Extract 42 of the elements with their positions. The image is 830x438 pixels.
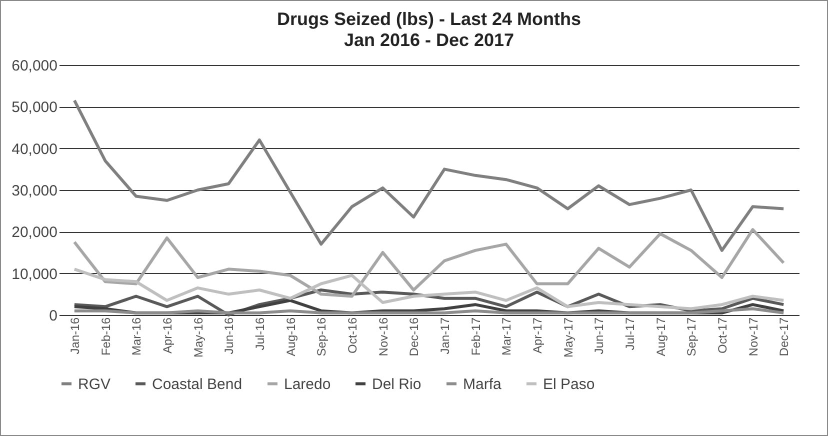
- y-tick-label: 40,000: [12, 140, 58, 158]
- x-tick-label: Feb-16: [98, 317, 113, 356]
- x-tick-label: Dec-17: [777, 317, 792, 356]
- y-tick-label: 0: [49, 308, 58, 324]
- y-tick-label: 10,000: [12, 266, 58, 283]
- x-tick-label: Aug-16: [284, 317, 298, 356]
- line-series: [72, 268, 786, 310]
- legend-label: Marfa: [463, 376, 502, 393]
- x-tick-label: Jul-16: [252, 317, 267, 350]
- x-tick-label: Apr-17: [530, 317, 544, 354]
- x-tick-label: Aug-17: [654, 317, 668, 356]
- line-series: [72, 228, 786, 298]
- y-tick-label: 60,000: [12, 58, 58, 74]
- x-tick-label: May-16: [191, 317, 206, 358]
- line-series: [72, 98, 786, 252]
- x-tick-label: Mar-17: [500, 317, 514, 356]
- x-tick-label: Feb-17: [468, 317, 483, 356]
- legend-label: RGV: [78, 376, 111, 393]
- x-tick-label: Sep-16: [314, 317, 329, 356]
- x-tick-label: Nov-17: [746, 317, 760, 356]
- chart-title: Drugs Seized (lbs) - Last 24 Months: [276, 9, 582, 29]
- legend-label: Del Rio: [372, 376, 422, 393]
- y-tick-label: 20,000: [12, 224, 58, 242]
- legend-label: El Paso: [543, 376, 595, 393]
- x-tick-label: Jun-17: [592, 317, 606, 354]
- x-tick-label: Dec-16: [407, 317, 422, 356]
- chart-subtitle: Jan 2016 - Dec 2017: [344, 30, 514, 50]
- x-tick-label: Jan-16: [68, 317, 82, 354]
- x-tick-label: Jan-17: [438, 317, 452, 354]
- x-tick-label: Nov-16: [376, 317, 390, 356]
- x-tick-label: Jul-17: [622, 317, 637, 350]
- y-tick-label: 50,000: [12, 99, 58, 116]
- x-tick-label: Mar-16: [130, 317, 144, 356]
- x-tick-label: Oct-17: [715, 317, 730, 354]
- legend-label: Laredo: [284, 376, 331, 393]
- x-tick-label: Sep-17: [684, 317, 699, 356]
- x-tick-label: Apr-16: [160, 317, 174, 354]
- x-tick-label: May-17: [561, 317, 576, 358]
- legend-label: Coastal Bend: [152, 376, 242, 393]
- y-tick-label: 30,000: [12, 182, 58, 200]
- x-tick-label: Jun-16: [222, 317, 236, 354]
- x-tick-label: Oct-16: [345, 317, 360, 354]
